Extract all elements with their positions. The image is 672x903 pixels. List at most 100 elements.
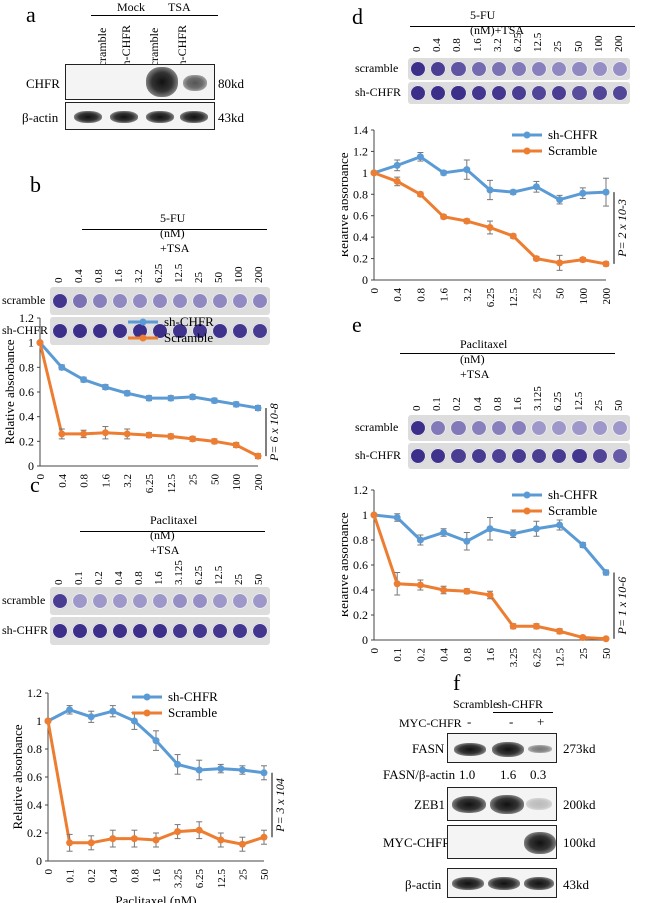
well (252, 593, 268, 609)
myc-label: MYC-CHFR (399, 716, 462, 730)
y-tick-label: 0.8 (353, 187, 368, 201)
blot-size-myc: 100kd (563, 835, 596, 850)
data-point (254, 404, 262, 412)
y-tick-label: 0.2 (353, 608, 368, 622)
plate-row (408, 82, 630, 104)
plate-title: Paclitaxel (nM) +TSA (460, 337, 508, 381)
legend-label: Scramble (168, 705, 217, 720)
x-tick-label: 0.8 (79, 474, 91, 488)
band (183, 75, 207, 91)
y-axis-label: Relative absorbance (342, 512, 351, 617)
group-label-mock: Mock (117, 0, 145, 14)
x-tick-label: 0.8 (415, 288, 427, 302)
well (72, 293, 88, 309)
well (611, 419, 628, 437)
plate-row (50, 317, 270, 345)
well (531, 419, 548, 437)
data-point (579, 634, 587, 641)
well (510, 60, 528, 78)
blot-size-chfr: 80kd (218, 76, 244, 91)
data-point (152, 737, 160, 745)
band (454, 743, 486, 756)
data-point (602, 260, 610, 268)
panel-label-f: f (453, 670, 461, 695)
data-point (167, 394, 175, 402)
data-point (87, 713, 95, 721)
x-tick-label: 50 (209, 474, 221, 486)
data-point (532, 525, 540, 533)
data-point (556, 196, 564, 204)
concentration-label: 0.1 (73, 571, 85, 585)
well (252, 623, 268, 639)
plate-title-line (82, 229, 267, 231)
data-point (260, 833, 268, 841)
well (551, 447, 568, 465)
data-point (486, 224, 494, 231)
band (146, 67, 178, 97)
well (551, 419, 568, 437)
well (92, 593, 108, 609)
x-tick-label: 100 (578, 288, 590, 305)
concentration-label: 1.6 (153, 571, 165, 585)
data-point (167, 432, 175, 440)
concentration-label: 3.125 (532, 386, 545, 411)
data-point (602, 635, 610, 643)
y-tick-label: 1.2 (19, 311, 34, 325)
myc-sign: + (537, 714, 545, 729)
concentration-label: 0.8 (133, 571, 145, 585)
x-tick-label: 0.4 (392, 288, 404, 302)
well (232, 323, 248, 339)
data-point (195, 766, 203, 774)
data-point (463, 537, 471, 545)
x-tick-label: 0 (369, 288, 381, 294)
well (192, 623, 208, 639)
plate-row (408, 58, 630, 80)
plate-row-label: scramble (355, 61, 399, 75)
band (490, 795, 524, 814)
concentration-label: 0 (411, 405, 424, 412)
concentration-label: 1.6 (512, 397, 524, 411)
plate-row (408, 415, 630, 441)
p-value-label: P= 1 x 10-6 (615, 577, 629, 636)
well (410, 447, 427, 465)
y-tick-label: 1.2 (27, 686, 42, 700)
data-point (463, 166, 471, 174)
data-point (217, 836, 225, 844)
chart-b: 0 0.2 0.4 0.6 0.8 1 1.2 0 0.4 0.8 1.6 3.2 6.25 12.5 25… (2, 311, 281, 500)
band (74, 111, 102, 123)
concentration-label: 0.4 (431, 38, 444, 52)
blot-fasn (447, 733, 557, 763)
well (72, 623, 88, 639)
plate-title-line (400, 353, 615, 355)
p-value-label: P= 3 x 104 (273, 778, 287, 833)
well (212, 323, 228, 339)
concentration-label: 0 (53, 579, 65, 586)
well (450, 60, 467, 78)
well (92, 293, 108, 309)
x-tick-label: 6.25 (531, 648, 543, 668)
well (510, 84, 528, 102)
data-point (579, 256, 587, 264)
concentration-label: 0 (53, 277, 65, 284)
data-point (440, 213, 448, 221)
data-point (109, 835, 117, 843)
data-point (238, 840, 246, 848)
concentration-label: 12.5 (572, 391, 585, 411)
x-tick-label: 3.2 (122, 474, 134, 488)
y-tick-label: 0.8 (353, 533, 368, 547)
lane-label-scramble: Scramble (453, 697, 499, 711)
panel-label-b: b (30, 172, 41, 197)
well (470, 419, 487, 437)
plate-row (50, 287, 270, 315)
blot-actin-a (65, 102, 215, 130)
concentration-label: 6.25 (552, 391, 565, 411)
x-tick-label: 0.4 (108, 869, 120, 883)
x-tick-label: 0.2 (415, 648, 427, 662)
well (551, 84, 568, 102)
band (110, 111, 138, 123)
y-tick-label: 1 (36, 714, 42, 728)
blot-row-label-myc: MYC-CHFR (383, 835, 451, 850)
y-tick-label: 0 (36, 854, 42, 868)
blot-actin-f (447, 868, 557, 898)
well (450, 84, 467, 102)
